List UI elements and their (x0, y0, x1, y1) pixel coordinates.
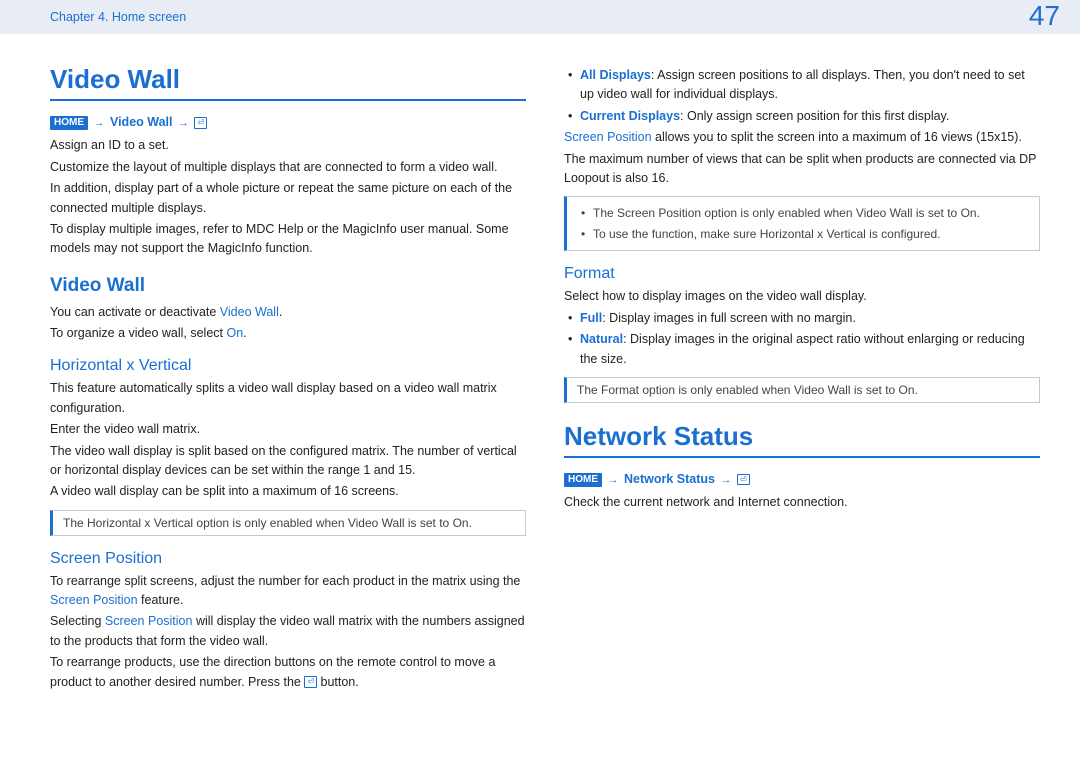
sp-desc-line2: The maximum number of views that can be … (564, 150, 1040, 189)
note-hv: The Horizontal x Vertical option is only… (50, 510, 526, 536)
subtitle-video-wall: Video Wall (50, 275, 526, 297)
list-item: Full: Display images in full screen with… (564, 309, 1040, 328)
enter-icon: ⏎ (737, 474, 750, 486)
arrow-icon: → (91, 117, 106, 129)
list-item: Natural: Display images in the original … (564, 330, 1040, 369)
list-item: Current Displays: Only assign screen pos… (564, 107, 1040, 126)
path-video-wall: Video Wall (110, 115, 173, 129)
intro-p3: In addition, display part of a whole pic… (50, 179, 526, 218)
note-format: The Format option is only enabled when V… (564, 377, 1040, 403)
section-screen-position: Screen Position (50, 550, 526, 568)
hv-p1: This feature automatically splits a vide… (50, 379, 526, 418)
sp-p1: To rearrange split screens, adjust the n… (50, 572, 526, 611)
title-underline (50, 99, 526, 101)
arrow-icon: → (176, 117, 191, 129)
page-number: 47 (1029, 0, 1060, 32)
note-list: The Screen Position option is only enabl… (577, 204, 1029, 243)
home-badge: HOME (50, 116, 88, 130)
header-bar: Chapter 4. Home screen 47 (0, 0, 1080, 34)
sp-p3: To rearrange products, use the direction… (50, 653, 526, 692)
ns-p1: Check the current network and Internet c… (564, 493, 1040, 512)
section-format: Format (564, 265, 1040, 283)
vw-organize-text: To organize a video wall, select On. (50, 324, 526, 343)
note-screen-position: The Screen Position option is only enabl… (564, 196, 1040, 251)
list-item: The Screen Position option is only enabl… (577, 204, 1029, 223)
left-column: Video Wall HOME → Video Wall → ⏎ Assign … (50, 64, 526, 694)
section-horizontal-vertical: Horizontal x Vertical (50, 357, 526, 375)
list-item: To use the function, make sure Horizonta… (577, 225, 1029, 244)
enter-icon: ⏎ (194, 117, 207, 129)
chapter-label: Chapter 4. Home screen (50, 10, 186, 24)
arrow-icon: → (605, 474, 620, 486)
title-underline (564, 456, 1040, 458)
format-options-list: Full: Display images in full screen with… (564, 309, 1040, 369)
intro-p4: To display multiple images, refer to MDC… (50, 220, 526, 259)
enter-icon: ⏎ (304, 676, 317, 688)
nav-path-video-wall: HOME → Video Wall → ⏎ (50, 113, 526, 132)
display-options-list: All Displays: Assign screen positions to… (564, 66, 1040, 126)
right-column: All Displays: Assign screen positions to… (564, 64, 1040, 694)
path-network-status: Network Status (624, 472, 715, 486)
page-content: Video Wall HOME → Video Wall → ⏎ Assign … (0, 34, 1080, 694)
sp-desc-line1: Screen Position allows you to split the … (564, 128, 1040, 147)
main-title-network-status: Network Status (564, 421, 1040, 452)
format-p1: Select how to display images on the vide… (564, 287, 1040, 306)
intro-p2: Customize the layout of multiple display… (50, 158, 526, 177)
main-title-video-wall: Video Wall (50, 64, 526, 95)
vw-activate-text: You can activate or deactivate Video Wal… (50, 303, 526, 322)
home-badge: HOME (564, 473, 602, 487)
hv-p3: The video wall display is split based on… (50, 442, 526, 481)
intro-p1: Assign an ID to a set. (50, 136, 526, 155)
hv-p4: A video wall display can be split into a… (50, 482, 526, 501)
arrow-icon: → (718, 474, 733, 486)
hv-p2: Enter the video wall matrix. (50, 420, 526, 439)
list-item: All Displays: Assign screen positions to… (564, 66, 1040, 105)
nav-path-network-status: HOME → Network Status → ⏎ (564, 470, 1040, 489)
sp-p2: Selecting Screen Position will display t… (50, 612, 526, 651)
